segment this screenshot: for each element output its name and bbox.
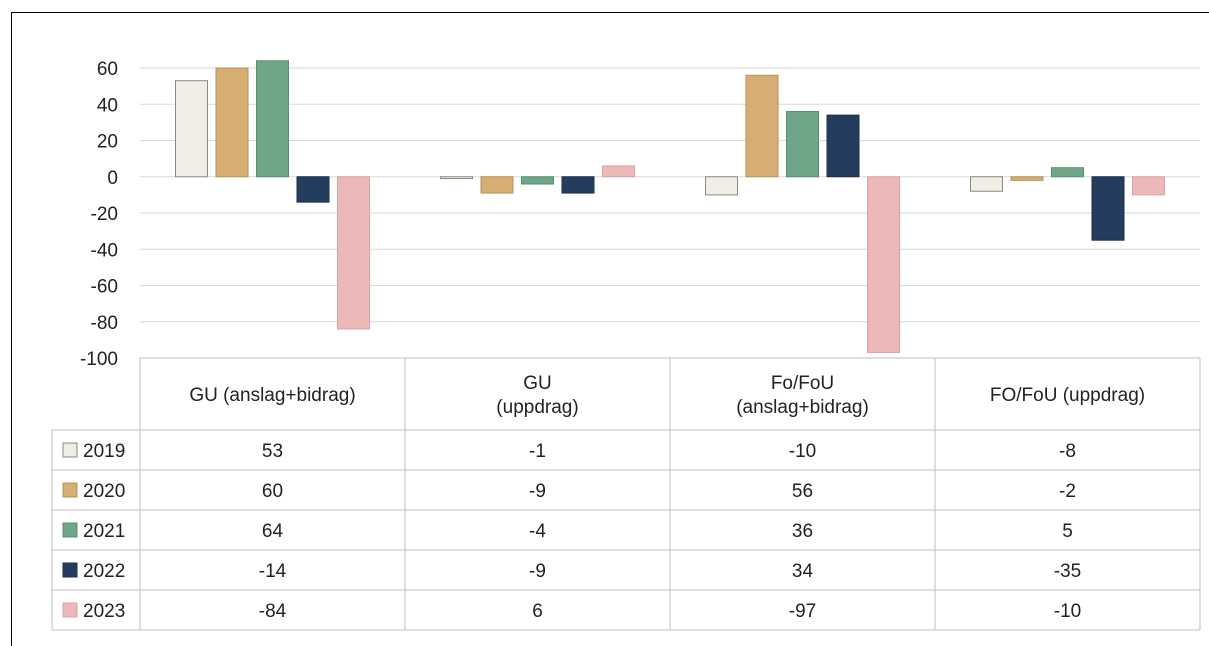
y-axis-tick-labels: 60 40 20 0 -20 -40 -60 -80 -100 <box>80 59 118 370</box>
gridlines <box>140 67 1200 359</box>
y-tick-label: 0 <box>107 168 118 189</box>
bar-2021-cat-0 <box>256 60 289 178</box>
bar-2022-cat-2 <box>826 114 860 178</box>
bar-2019-cat-1 <box>440 176 473 180</box>
y-tick-label: -20 <box>91 204 118 225</box>
bar-2023-cat-0 <box>337 176 370 330</box>
bar-2021-cat-1 <box>521 176 554 185</box>
bar-2020-cat-1 <box>480 176 514 194</box>
category-label: Fo/FoU <box>771 373 834 394</box>
bar-2020-cat-2 <box>745 74 779 178</box>
y-tick-label: 20 <box>97 132 118 153</box>
data-label: 6 <box>532 601 543 622</box>
data-label: -84 <box>259 601 287 622</box>
bar-2022-cat-0 <box>296 176 330 203</box>
data-label: -1 <box>529 441 546 462</box>
data-table: GU (anslag+bidrag) GU (uppdrag) Fo/FoU (ansl… <box>51 357 1201 631</box>
category-label: GU <box>523 373 552 394</box>
y-tick-label: -60 <box>91 277 118 298</box>
data-label: -9 <box>529 481 546 502</box>
bar-2019-cat-3 <box>970 176 1003 192</box>
bars <box>175 60 1165 354</box>
data-label: 60 <box>262 481 283 502</box>
legend-swatch-2022 <box>62 562 78 578</box>
y-tick-label: 60 <box>97 59 118 80</box>
bar-2019-cat-0 <box>175 80 208 178</box>
y-tick-label: -100 <box>80 349 118 370</box>
legend-label: 2019 <box>83 441 125 462</box>
data-label: -2 <box>1059 481 1076 502</box>
legend-label: 2020 <box>83 481 125 502</box>
data-label: 64 <box>262 521 284 542</box>
data-label: 36 <box>792 521 813 542</box>
category-label: (anslag+bidrag) <box>736 397 869 418</box>
y-tick-label: -80 <box>91 313 118 334</box>
bar-2022-cat-1 <box>561 176 595 194</box>
data-label: -35 <box>1054 561 1081 582</box>
legend-swatch-2021 <box>62 522 78 538</box>
data-label: -8 <box>1059 441 1076 462</box>
bar-2021-cat-3 <box>1051 167 1084 178</box>
legend-swatch-2020 <box>62 482 78 498</box>
bar-2022-cat-3 <box>1091 176 1125 241</box>
bar-2020-cat-3 <box>1010 176 1044 181</box>
legend-label: 2022 <box>83 561 125 582</box>
data-label: 56 <box>792 481 813 502</box>
bar-2021-cat-2 <box>786 111 819 178</box>
bar-2023-cat-3 <box>1132 176 1165 196</box>
legend-label: 2023 <box>83 601 125 622</box>
chart-frame <box>11 12 1209 646</box>
data-label: -10 <box>1054 601 1081 622</box>
data-label: -9 <box>529 561 546 582</box>
legend-swatch-2019 <box>62 442 78 458</box>
bar-2023-cat-2 <box>867 176 900 354</box>
data-label: 34 <box>792 561 814 582</box>
category-label: GU (anslag+bidrag) <box>189 385 355 406</box>
data-label: -4 <box>529 521 546 542</box>
legend-label: 2021 <box>83 521 125 542</box>
category-label: (uppdrag) <box>496 397 578 418</box>
bar-2019-cat-2 <box>705 176 738 196</box>
data-label: -14 <box>259 561 287 582</box>
legend-swatch-2023 <box>62 602 78 618</box>
y-tick-label: -40 <box>91 240 118 261</box>
data-label: 53 <box>262 441 283 462</box>
category-label: FO/FoU (uppdrag) <box>990 385 1145 406</box>
bar-2020-cat-0 <box>215 67 249 178</box>
y-tick-label: 40 <box>97 95 118 116</box>
bar-2023-cat-1 <box>602 165 635 178</box>
data-label: 5 <box>1062 521 1073 542</box>
data-label: -10 <box>789 441 816 462</box>
data-label: -97 <box>789 601 816 622</box>
